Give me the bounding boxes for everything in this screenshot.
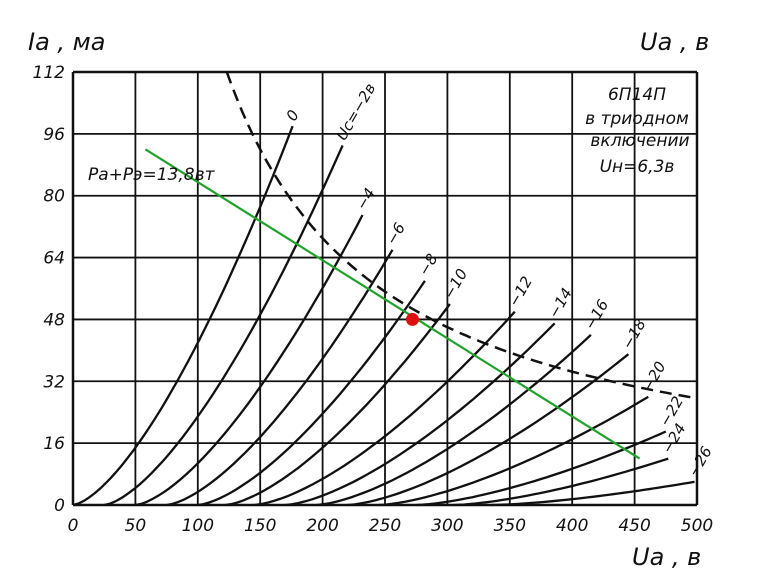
curve-label: −16 xyxy=(581,296,612,332)
x-tick-label: 350 xyxy=(494,516,526,536)
y-tick-label: 64 xyxy=(43,249,65,269)
load-line xyxy=(144,148,641,460)
y-axis-label: Iа , ма xyxy=(28,28,105,56)
y-tick-label: 16 xyxy=(43,434,65,454)
tick-labels: 0 50 100 150 200 250 300 350 400 450 500 0 16 32 48 64 8… xyxy=(33,63,714,536)
curve-ug-minus8 xyxy=(197,280,426,507)
max-dissipation-curve xyxy=(225,71,697,400)
dissipation-label: Pа+Pэ=13,8вт xyxy=(88,165,216,185)
curve-ug-minus6 xyxy=(166,249,394,507)
x-tick-label: 400 xyxy=(556,516,588,536)
title-block: 6П14П в триодном включении Uн=6,3в xyxy=(585,85,689,177)
curve-label: 0 xyxy=(283,107,303,124)
x-tick-label: 100 xyxy=(182,516,214,536)
y-tick-label: 48 xyxy=(43,310,65,330)
x-tick-label: 200 xyxy=(306,516,338,536)
y-tick-label: 96 xyxy=(43,125,65,145)
curve-label: −6 xyxy=(382,220,409,248)
y-tick-label: 80 xyxy=(43,187,65,207)
curve-label: −4 xyxy=(352,185,379,213)
x-tick-label: 450 xyxy=(618,516,650,536)
curve-label: −26 xyxy=(684,443,715,479)
x-tick-label: 0 xyxy=(68,516,79,536)
y-tick-label: 112 xyxy=(33,63,65,83)
title-line: 6П14П xyxy=(608,85,666,105)
curve-ug-minus26 xyxy=(491,480,695,507)
x-tick-label: 250 xyxy=(369,516,401,536)
curve-label: −8 xyxy=(415,251,442,279)
curve-ug-minus4 xyxy=(135,214,364,507)
curve-ug-minus2 xyxy=(103,145,344,507)
x-tick-label: 300 xyxy=(431,516,463,536)
curve-ug-minus14 xyxy=(285,322,556,507)
title-line: Uн=6,3в xyxy=(600,157,675,177)
curve-ug-0 xyxy=(72,125,294,507)
curve-ug-minus16 xyxy=(316,334,592,507)
curve-ug-minus10 xyxy=(225,303,451,507)
x-tick-label: 150 xyxy=(244,516,276,536)
curve-label: −10 xyxy=(440,266,471,302)
y-tick-label: 0 xyxy=(54,496,65,516)
title-line: в триодном xyxy=(585,109,689,129)
title-line: включении xyxy=(590,131,689,151)
x-axis-label: Uа , в xyxy=(632,543,701,571)
curve-label: −18 xyxy=(618,316,649,352)
x-tick-label: 500 xyxy=(681,516,713,536)
x-tick-label: 50 xyxy=(125,516,147,536)
curve-ug-minus18 xyxy=(347,353,630,507)
y-tick-label: 32 xyxy=(43,372,65,392)
curve-ug-minus12 xyxy=(253,310,516,507)
x-axis-label-top: Uа , в xyxy=(640,28,709,56)
curve-ug-minus20 xyxy=(378,395,649,507)
curve-ug-minus24 xyxy=(453,457,669,507)
operating-point xyxy=(405,312,419,326)
